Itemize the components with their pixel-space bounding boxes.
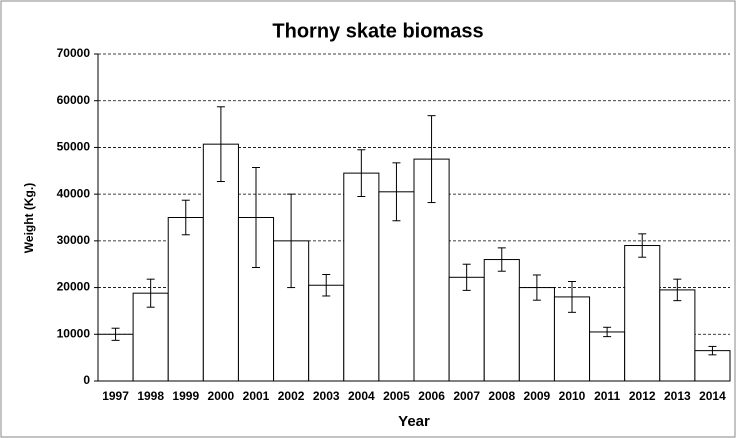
x-tick-label: 2005 <box>383 389 410 403</box>
x-tick-label: 2004 <box>348 389 375 403</box>
x-axis-label: Year <box>398 413 430 430</box>
y-tick-label: 70000 <box>57 46 91 60</box>
y-tick-label: 60000 <box>57 93 91 107</box>
x-tick-label: 2012 <box>629 389 656 403</box>
bar <box>448 276 485 382</box>
bar <box>308 284 345 382</box>
y-tick-label: 10000 <box>57 326 91 340</box>
bar <box>483 259 520 382</box>
x-tick-label: 2009 <box>524 389 551 403</box>
x-tick-label: 2001 <box>243 389 270 403</box>
bar <box>167 217 204 382</box>
x-tick-label: 2014 <box>699 389 726 403</box>
y-axis-label: Weight (Kg.) <box>22 183 36 253</box>
bar <box>97 333 134 382</box>
x-tick-label: 2011 <box>594 389 620 403</box>
x-tick-label: 2003 <box>313 389 340 403</box>
x-tick-label: 2013 <box>664 389 691 403</box>
x-tick-label: 2000 <box>208 389 235 403</box>
bar <box>624 245 661 382</box>
y-tick-label: 30000 <box>57 233 91 247</box>
y-tick-label: 20000 <box>57 280 91 294</box>
bar <box>518 287 555 382</box>
x-tick-label: 1997 <box>102 389 129 403</box>
bar <box>553 296 591 382</box>
y-tick-label: 40000 <box>57 186 91 200</box>
x-tick-label: 1999 <box>172 389 199 403</box>
x-tick-label: 2010 <box>559 389 586 403</box>
chart-title: Thorny skate biomass <box>272 20 483 42</box>
x-tick-label: 2008 <box>488 389 515 403</box>
bar <box>659 289 696 382</box>
bar <box>343 172 380 382</box>
x-tick-label: 2006 <box>418 389 445 403</box>
x-tick-label: 1998 <box>137 389 164 403</box>
y-tick-label: 0 <box>83 373 90 387</box>
y-tick-label: 50000 <box>57 140 91 154</box>
x-tick-label: 2002 <box>278 389 305 403</box>
x-tick-label: 2007 <box>453 389 480 403</box>
bar <box>589 331 626 382</box>
